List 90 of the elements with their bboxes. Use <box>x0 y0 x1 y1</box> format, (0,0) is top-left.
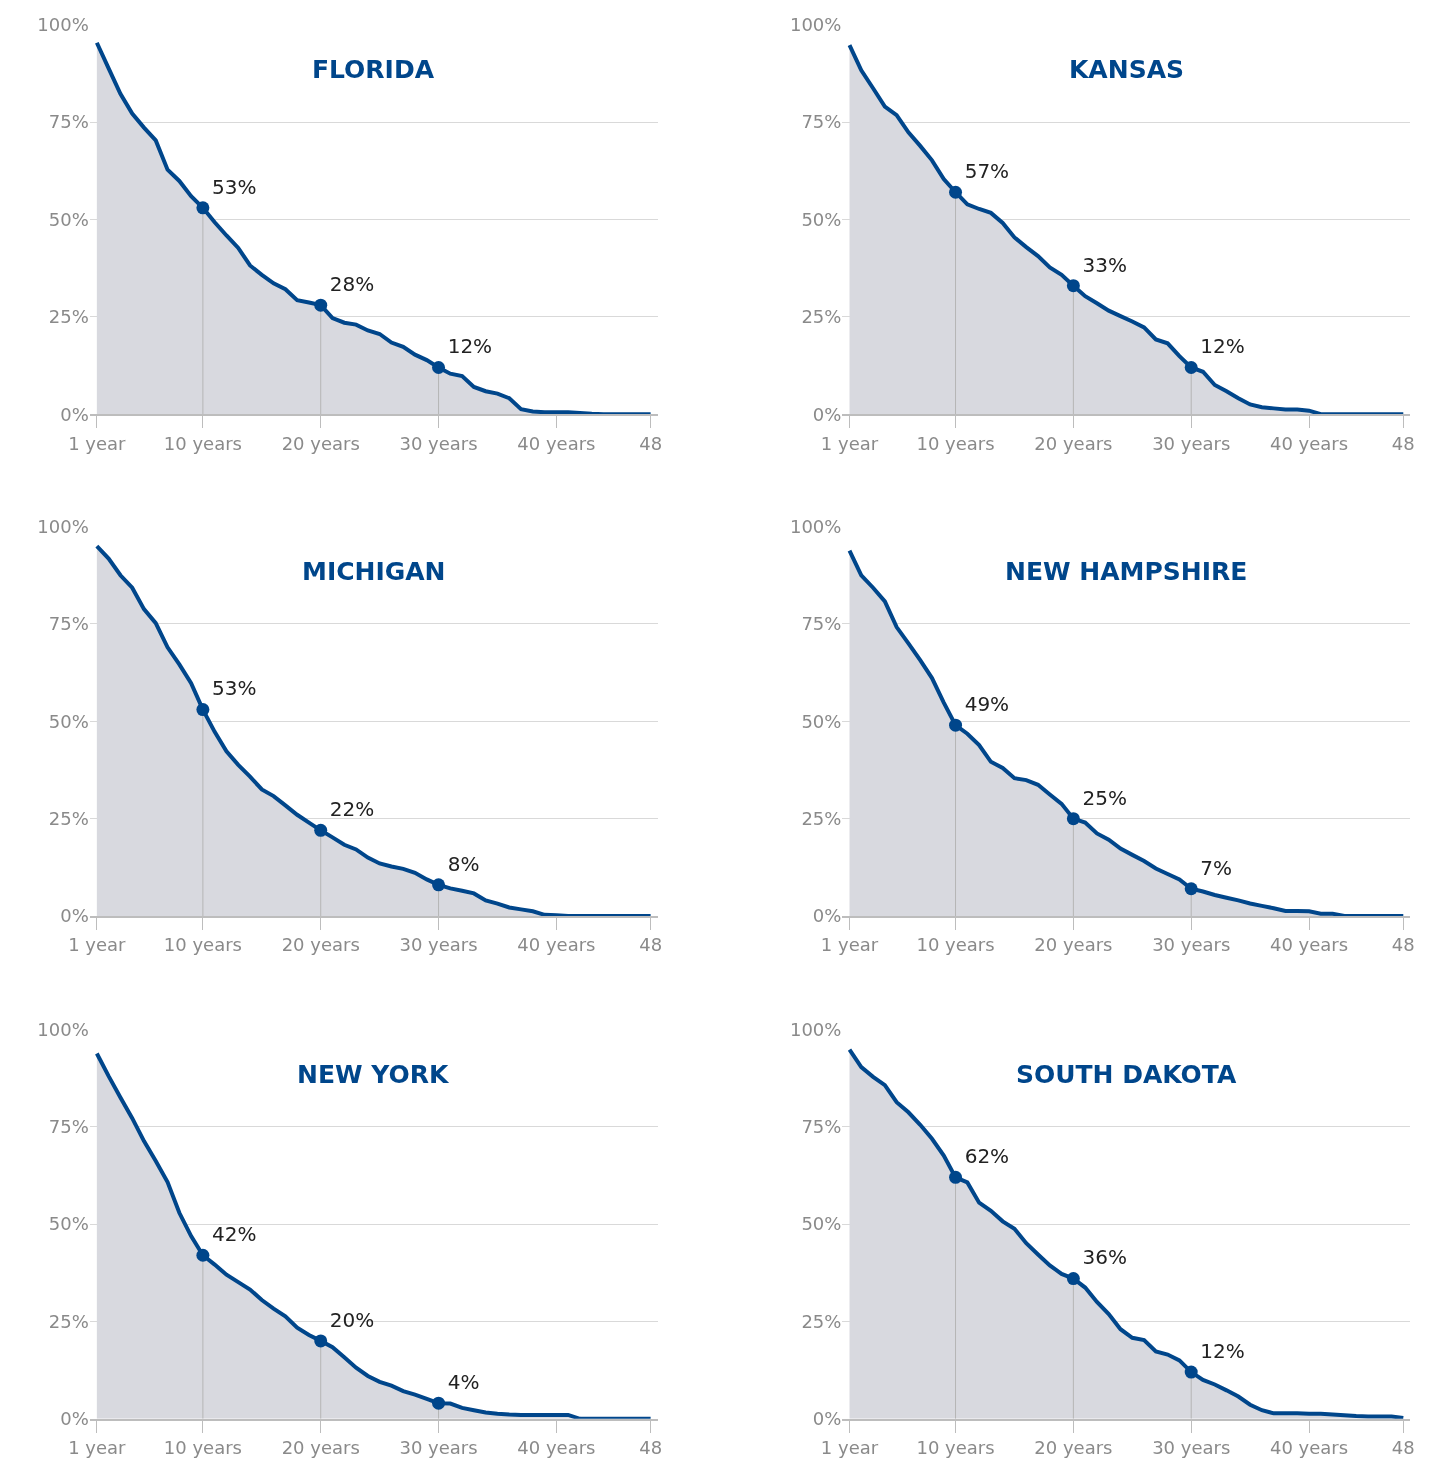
x-tick-label: 40 years <box>1269 934 1349 956</box>
y-tick-label: 0% <box>60 403 89 425</box>
y-tick-label: 25% <box>48 306 89 328</box>
y-tick-label: 100% <box>37 14 89 36</box>
x-tick-label: 20 years <box>281 934 360 956</box>
data-label: 49% <box>964 692 1010 717</box>
y-tick-label: 50% <box>801 208 842 230</box>
y-tick-label: 75% <box>801 111 842 133</box>
x-tick-label: 1 year <box>68 1437 127 1459</box>
x-tick-label: 40 years <box>517 934 596 956</box>
data-label: 33% <box>1082 252 1127 277</box>
data-label: 12% <box>1200 1338 1245 1363</box>
data-label: 53% <box>212 676 257 701</box>
x-tick-label: 20 years <box>281 1437 360 1459</box>
x-tick-label: 20 years <box>1034 1437 1113 1459</box>
data-label: 57% <box>964 159 1010 184</box>
y-tick-label: 25% <box>48 1310 89 1332</box>
data-label: 53% <box>212 174 257 199</box>
x-tick-label: 10 years <box>163 934 242 956</box>
text: NEW HAMPSHIRE <box>1005 557 1248 586</box>
x-tick-label: 40 years <box>517 432 596 454</box>
x-tick-label: 20 years <box>1034 934 1113 956</box>
x-tick-label: 10 years <box>163 1437 242 1459</box>
x-tick-label: 10 years <box>916 934 995 956</box>
y-tick-label: 50% <box>48 208 89 230</box>
x-tick-label: 30 years <box>399 1437 478 1459</box>
data-label: 62% <box>964 1144 1010 1169</box>
x-tick-label: 48 <box>639 432 663 454</box>
x-tick-label: 10 years <box>916 1437 995 1459</box>
data-label: 28% <box>329 272 375 297</box>
x-tick-label: 10 years <box>916 432 995 454</box>
x-tick-label: 48 <box>1391 934 1415 956</box>
y-tick-label: 50% <box>801 710 842 732</box>
y-tick-label: 50% <box>801 1213 842 1235</box>
data-label: 36% <box>1082 1245 1127 1270</box>
data-label: 12% <box>1200 334 1245 359</box>
x-tick-label: 48 <box>639 934 663 956</box>
y-tick-label: 75% <box>48 111 89 133</box>
data-label: 8% <box>447 851 480 876</box>
y-tick-label: 50% <box>48 1213 89 1235</box>
x-tick-label: 1 year <box>820 934 879 956</box>
x-tick-label: 40 years <box>1269 1437 1349 1459</box>
y-tick-label: 50% <box>48 710 89 732</box>
x-tick-label: 30 years <box>1152 432 1231 454</box>
y-tick-label: 25% <box>801 306 842 328</box>
text: MICHIGAN <box>302 557 446 586</box>
y-tick-label: 75% <box>48 1116 89 1138</box>
x-tick-label: 48 <box>639 1437 663 1459</box>
x-tick-label: 30 years <box>399 934 478 956</box>
x-tick-label: 30 years <box>1152 934 1231 956</box>
x-tick-label: 20 years <box>281 432 360 454</box>
x-tick-label: 40 years <box>517 1437 596 1459</box>
data-label: 25% <box>1082 785 1127 810</box>
x-tick-label: 48 <box>1391 1437 1415 1459</box>
x-tick-label: 48 <box>1391 432 1415 454</box>
x-tick-label: 10 years <box>163 432 242 454</box>
y-tick-label: 75% <box>48 613 89 635</box>
y-tick-label: 75% <box>801 1116 842 1138</box>
data-label: 12% <box>447 334 493 359</box>
y-tick-label: 100% <box>37 515 89 537</box>
data-label: 20% <box>329 1307 375 1332</box>
x-tick-label: 20 years <box>1034 432 1113 454</box>
y-tick-label: 0% <box>60 1408 89 1430</box>
y-tick-label: 0% <box>812 403 842 425</box>
text: SOUTH DAKOTA <box>1016 1060 1237 1089</box>
x-tick-label: 1 year <box>68 934 127 956</box>
x-tick-label: 1 year <box>820 432 879 454</box>
x-tick-label: 1 year <box>820 1437 879 1459</box>
x-tick-label: 30 years <box>399 432 478 454</box>
y-tick-label: 75% <box>801 613 842 635</box>
y-tick-label: 100% <box>789 14 842 36</box>
text: FLORIDA <box>312 55 435 84</box>
y-tick-label: 0% <box>812 1408 842 1430</box>
data-label: 22% <box>329 797 375 822</box>
text: NEW YORK <box>297 1060 450 1089</box>
data-label: 4% <box>447 1370 480 1395</box>
y-tick-label: 100% <box>789 1018 842 1040</box>
y-tick-label: 25% <box>801 1310 842 1332</box>
data-label: 42% <box>212 1222 257 1247</box>
x-tick-label: 30 years <box>1152 1437 1231 1459</box>
y-tick-label: 25% <box>801 807 842 829</box>
text: KANSAS <box>1069 55 1185 84</box>
data-label: 7% <box>1200 855 1233 880</box>
y-tick-label: 0% <box>60 905 89 927</box>
y-tick-label: 25% <box>48 807 89 829</box>
x-tick-label: 40 years <box>1269 432 1349 454</box>
y-tick-label: 0% <box>812 905 842 927</box>
y-tick-label: 100% <box>789 515 842 537</box>
y-tick-label: 100% <box>37 1018 89 1040</box>
x-tick-label: 1 year <box>68 432 127 454</box>
